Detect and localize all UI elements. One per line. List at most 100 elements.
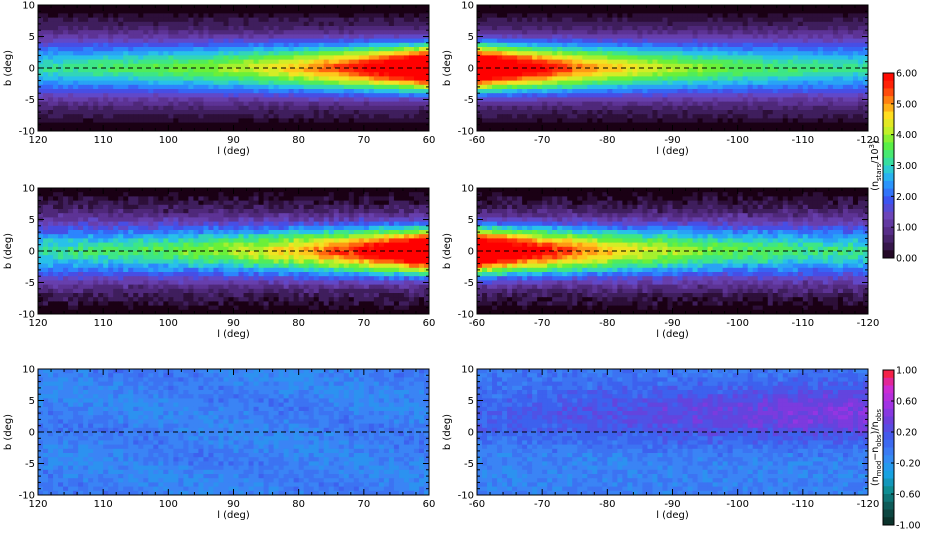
heatmap-cell — [602, 30, 608, 35]
heatmap-cell — [497, 39, 503, 44]
heatmap-cell — [708, 13, 714, 18]
heatmap-cell — [339, 72, 345, 77]
heatmap-cell — [218, 106, 224, 111]
heatmap-cell — [743, 85, 749, 90]
heatmap-cell — [848, 18, 854, 23]
heatmap-cell — [557, 72, 563, 77]
heatmap-cell — [284, 30, 290, 35]
heatmap-cell — [128, 43, 134, 48]
heatmap-cell — [698, 55, 704, 60]
heatmap-cell — [299, 81, 305, 86]
heatmap-cell — [163, 51, 169, 56]
heatmap-cell — [662, 22, 668, 27]
heatmap-cell — [223, 89, 229, 94]
heatmap-cell — [502, 114, 508, 119]
heatmap-cell — [339, 60, 345, 65]
heatmap-cell — [269, 68, 275, 73]
heatmap-cell — [843, 81, 849, 86]
heatmap-cell — [798, 85, 804, 90]
heatmap-cell — [314, 76, 320, 81]
heatmap-cell — [409, 97, 415, 102]
heatmap-cell — [414, 123, 420, 128]
heatmap-cell — [512, 123, 518, 128]
heatmap-cell — [557, 106, 563, 111]
heatmap-cell — [547, 9, 553, 14]
heatmap-cell — [193, 30, 199, 35]
heatmap-cell — [532, 72, 538, 77]
heatmap-cell — [153, 106, 159, 111]
heatmap-cell — [562, 60, 568, 65]
heatmap-cell — [254, 81, 260, 86]
heatmap-cell — [339, 89, 345, 94]
heatmap-cell — [188, 97, 194, 102]
heatmap-cell — [612, 18, 618, 23]
heatmap-cell — [329, 30, 335, 35]
heatmap-cell — [274, 30, 280, 35]
heatmap-cell — [592, 72, 598, 77]
heatmap-cell — [748, 26, 754, 31]
heatmap-cell — [158, 102, 164, 107]
heatmap-cell — [547, 110, 553, 115]
heatmap-cell — [803, 81, 809, 86]
heatmap-cell — [582, 102, 588, 107]
heatmap-cell — [733, 93, 739, 98]
heatmap-cell — [492, 106, 498, 111]
heatmap-cell — [138, 22, 144, 27]
heatmap-cell — [547, 68, 553, 73]
heatmap-cell — [93, 97, 99, 102]
heatmap-cell — [838, 47, 844, 52]
heatmap-cell — [213, 60, 219, 65]
heatmap-cell — [409, 89, 415, 94]
heatmap-cell — [793, 118, 799, 123]
heatmap-cell — [823, 85, 829, 90]
x-tick-label: 60 — [423, 135, 436, 146]
heatmap-cell — [178, 118, 184, 123]
heatmap-cell — [733, 39, 739, 44]
heatmap-cell — [98, 47, 104, 52]
heatmap-cell — [83, 51, 89, 56]
heatmap-cell — [319, 93, 325, 98]
heatmap-cell — [208, 22, 214, 27]
heatmap-cell — [218, 89, 224, 94]
heatmap-cell — [798, 47, 804, 52]
heatmap-cell — [279, 72, 285, 77]
heatmap-cell — [612, 76, 618, 81]
heatmap-cell — [349, 30, 355, 35]
heatmap-cell — [577, 102, 583, 107]
heatmap-cell — [512, 39, 518, 44]
heatmap-cell — [783, 93, 789, 98]
heatmap-cell — [173, 72, 179, 77]
heatmap-cell — [103, 22, 109, 27]
heatmap-cell — [642, 97, 648, 102]
heatmap-cell — [88, 39, 94, 44]
heatmap-cell — [389, 47, 395, 52]
heatmap-cell — [823, 106, 829, 111]
heatmap-cell — [389, 106, 395, 111]
heatmap-cell — [384, 60, 390, 65]
heatmap-cell — [642, 26, 648, 31]
heatmap-cell — [753, 97, 759, 102]
heatmap-cell — [667, 118, 673, 123]
heatmap-cell — [324, 51, 330, 56]
heatmap-cell — [557, 13, 563, 18]
heatmap-cell — [294, 51, 300, 56]
heatmap-cell — [713, 106, 719, 111]
heatmap-cell — [592, 26, 598, 31]
heatmap-cell — [507, 102, 513, 107]
heatmap-cell — [637, 68, 643, 73]
heatmap-cell — [703, 43, 709, 48]
heatmap-cell — [374, 22, 380, 27]
heatmap-cell — [607, 60, 613, 65]
heatmap-cell — [813, 39, 819, 44]
heatmap-cell — [803, 34, 809, 39]
heatmap-cell — [597, 43, 603, 48]
heatmap-cell — [703, 123, 709, 128]
heatmap-cell — [118, 188, 124, 193]
heatmap-cell — [517, 30, 523, 35]
heatmap-cell — [612, 5, 618, 10]
heatmap-cell — [329, 123, 335, 128]
heatmap-cell — [572, 60, 578, 65]
heatmap-cell — [657, 26, 663, 31]
heatmap-cell — [83, 26, 89, 31]
heatmap-cell — [858, 51, 864, 56]
